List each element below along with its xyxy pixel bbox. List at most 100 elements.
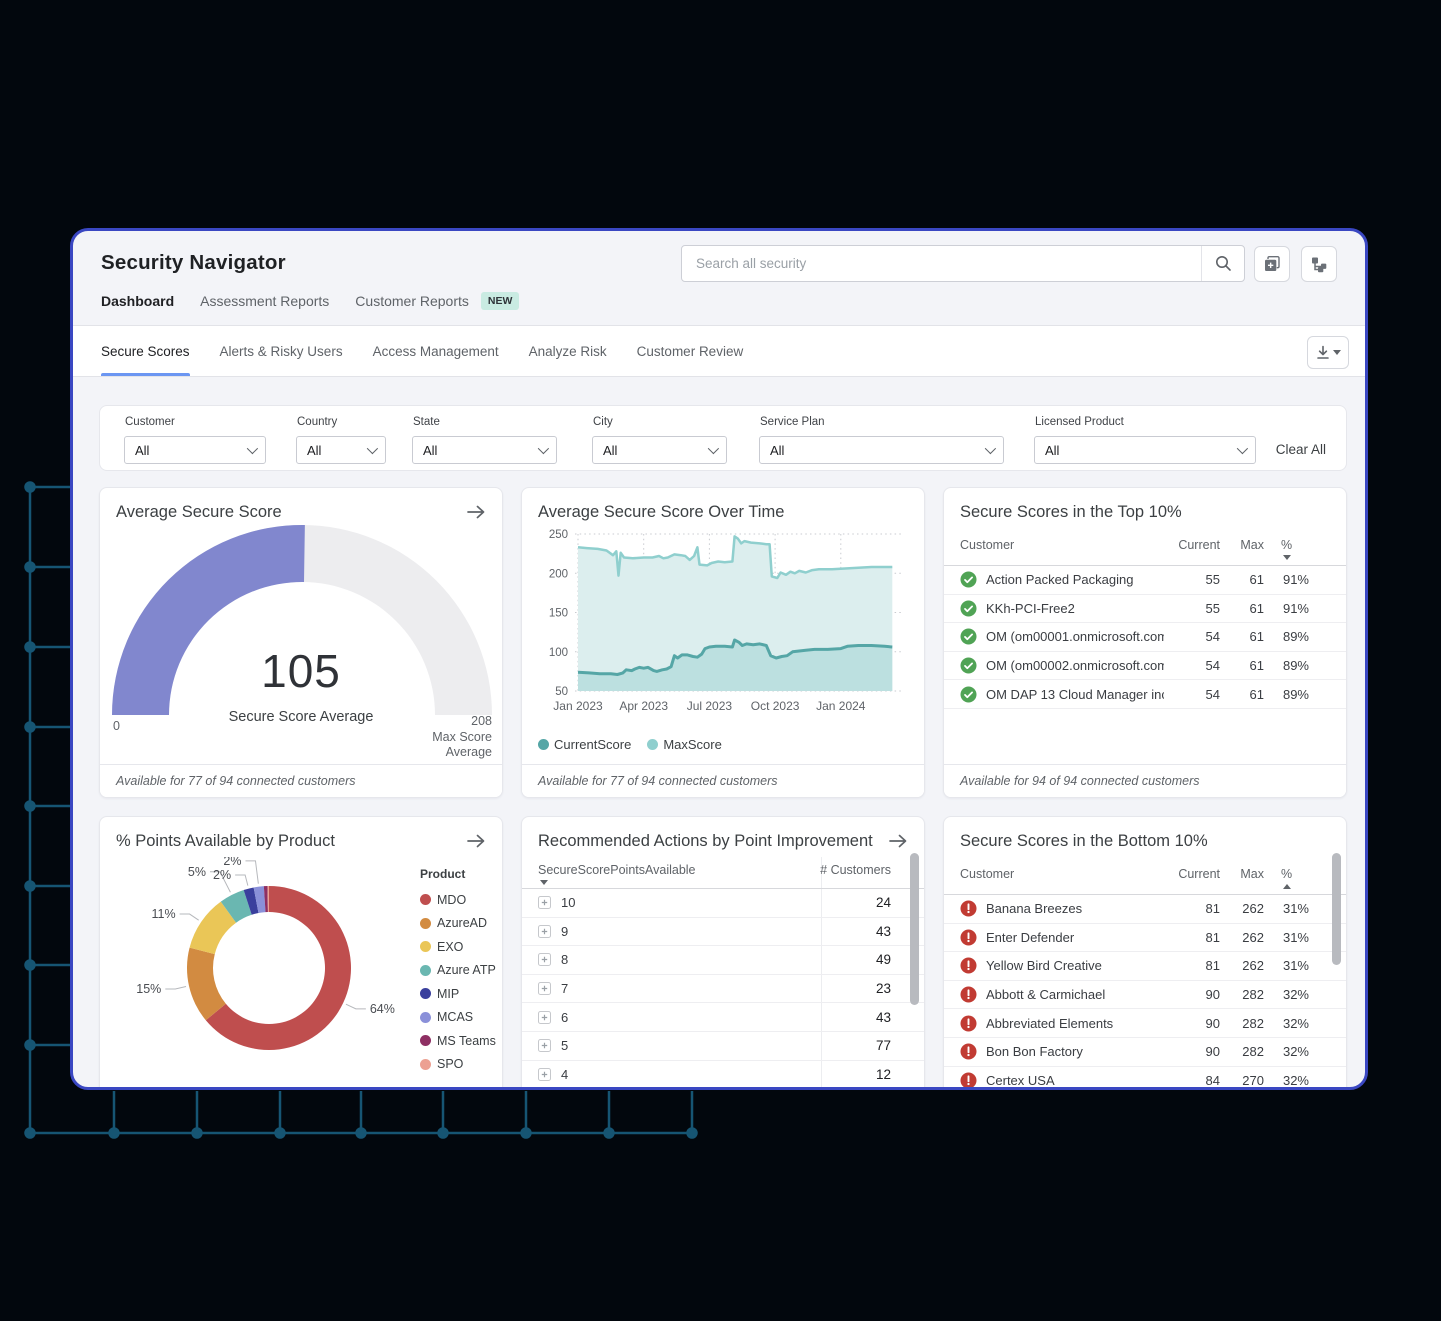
- gauge-chart: [112, 525, 492, 715]
- download-button[interactable]: [1307, 336, 1349, 369]
- customer-count: 24: [875, 895, 891, 911]
- table-header: SecureScorePointsAvailable # Customers: [522, 857, 924, 889]
- open-report-arrow-icon[interactable]: [888, 833, 908, 854]
- customer-count: 43: [875, 1009, 891, 1025]
- table-row: OM DAP 13 Cloud Manager inclu... 54 61 89%: [944, 680, 1346, 709]
- city-select[interactable]: All: [592, 436, 727, 464]
- legend-dot-icon: [420, 1011, 431, 1023]
- panel-title: Average Secure Score: [116, 503, 282, 521]
- legend-item-spo: SPO: [420, 1053, 496, 1077]
- legend-dot-icon: [538, 739, 549, 750]
- panel-title: Recommended Actions by Point Improvement: [538, 832, 873, 850]
- panel-footer: Available for 94 of 94 connected custome…: [944, 764, 1346, 797]
- search-input[interactable]: [682, 246, 1201, 281]
- alert-circle-icon: [960, 900, 977, 917]
- customer-select[interactable]: All: [124, 436, 266, 464]
- donut-slice-mip: [243, 887, 259, 915]
- expand-row-icon[interactable]: [538, 953, 551, 967]
- donut-slice-exo: [189, 901, 237, 955]
- tab-customer-review[interactable]: Customer Review: [636, 343, 744, 359]
- points-value: 7: [561, 981, 569, 997]
- dashboard-content: Customer All Country All State All: [73, 377, 1365, 1088]
- tab-analyze-risk[interactable]: Analyze Risk: [528, 343, 607, 359]
- security-navigator-window: Security Navigator: [70, 228, 1368, 1090]
- donut-slice-spo: [267, 886, 269, 913]
- chevron-down-icon: [537, 442, 550, 455]
- svg-text:2%: 2%: [213, 868, 231, 882]
- country-select[interactable]: All: [296, 436, 386, 464]
- alert-circle-icon: [960, 1072, 977, 1087]
- state-select[interactable]: All: [412, 436, 557, 464]
- svg-text:Apr 2023: Apr 2023: [619, 699, 668, 713]
- tab-alerts-risky-users[interactable]: Alerts & Risky Users: [219, 343, 343, 359]
- points-value: 5: [561, 1038, 569, 1054]
- search-button[interactable]: [1201, 246, 1244, 281]
- svg-text:Jan 2024: Jan 2024: [816, 699, 866, 713]
- points-value: 6: [561, 1009, 569, 1025]
- legend-dot-icon: [647, 739, 659, 750]
- sitemap-button[interactable]: [1301, 246, 1337, 282]
- alert-circle-icon: [960, 1043, 977, 1060]
- scrollbar-thumb[interactable]: [910, 853, 919, 1005]
- customer-name: OM DAP 13 Cloud Manager inclu...: [986, 686, 1164, 702]
- cell-value: 270: [1242, 1072, 1264, 1088]
- sort-column-header[interactable]: %: [1264, 538, 1309, 560]
- table-row: 8 49: [522, 946, 924, 975]
- service-plan-select[interactable]: All: [759, 436, 1004, 464]
- svg-text:2%: 2%: [223, 857, 241, 868]
- open-report-arrow-icon[interactable]: [466, 504, 486, 525]
- check-circle-icon: [960, 628, 977, 645]
- nav-customer-reports[interactable]: Customer Reports: [355, 293, 469, 309]
- cell-value: 32%: [1282, 1072, 1309, 1088]
- cell-value: 55: [1205, 600, 1220, 616]
- sitemap-icon: [1312, 257, 1327, 273]
- panel-title: Secure Scores in the Top 10%: [960, 503, 1182, 521]
- cell-value: 89%: [1282, 629, 1309, 645]
- svg-text:200: 200: [549, 568, 568, 580]
- legend-dot-icon: [420, 964, 431, 976]
- customer-count: 49: [875, 952, 891, 968]
- tab-secure-scores[interactable]: Secure Scores: [101, 326, 190, 376]
- legend-item-exo: EXO: [420, 935, 496, 959]
- gauge-value: 105: [261, 645, 341, 697]
- MaxScore-line: [577, 535, 893, 580]
- sort-column-header[interactable]: %: [1264, 867, 1309, 889]
- nav-dashboard[interactable]: Dashboard: [101, 293, 175, 309]
- sort-column-header[interactable]: SecureScorePointsAvailable: [538, 863, 818, 885]
- panel-bottom-10: Secure Scores in the Bottom 10% Customer…: [943, 816, 1347, 1088]
- svg-text:11%: 11%: [152, 907, 176, 921]
- customer-name: Abbott & Carmichael: [986, 987, 1106, 1003]
- legend-dot-icon: [420, 1035, 431, 1047]
- open-report-arrow-icon[interactable]: [466, 833, 486, 854]
- scrollbar-thumb[interactable]: [1332, 853, 1341, 965]
- copy-report-button[interactable]: [1254, 246, 1290, 282]
- clear-all-button[interactable]: Clear All: [1275, 442, 1326, 457]
- report-tabs: Secure Scores Alerts & Risky Users Acces…: [73, 325, 1365, 377]
- donut-slice-mdo: [205, 886, 351, 1050]
- expand-row-icon[interactable]: [538, 1039, 551, 1053]
- check-circle-icon: [960, 657, 977, 674]
- cell-value: 89%: [1282, 686, 1309, 702]
- customer-count: 23: [875, 981, 891, 997]
- expand-row-icon[interactable]: [538, 924, 551, 938]
- expand-row-icon[interactable]: [538, 896, 551, 910]
- chevron-down-icon: [1332, 350, 1341, 355]
- licensed-product-select[interactable]: All: [1034, 436, 1256, 464]
- cell-value: 81: [1205, 958, 1220, 974]
- expand-row-icon[interactable]: [538, 1010, 551, 1024]
- filter-bar: Customer All Country All State All: [99, 405, 1347, 471]
- check-circle-icon: [960, 686, 977, 703]
- cell-value: 61: [1249, 600, 1264, 616]
- table-row: 5 77: [522, 1032, 924, 1061]
- donut-chart: 64% 15% 11% 5% 2%2%: [136, 857, 395, 1050]
- table-row: 9 43: [522, 918, 924, 947]
- expand-row-icon[interactable]: [538, 982, 551, 996]
- main-nav: Dashboard Assessment Reports Customer Re…: [101, 292, 520, 310]
- nav-assessment-reports[interactable]: Assessment Reports: [200, 293, 330, 309]
- tab-access-management[interactable]: Access Management: [372, 343, 499, 359]
- customer-name: Banana Breezes: [986, 901, 1083, 917]
- table-row: Bon Bon Factory 90 282 32%: [944, 1038, 1346, 1067]
- table-row: OM (om00001.onmicrosoft.com) 54 61 89%: [944, 623, 1346, 652]
- expand-row-icon[interactable]: [538, 1067, 551, 1081]
- top-bar: Security Navigator: [73, 231, 1365, 325]
